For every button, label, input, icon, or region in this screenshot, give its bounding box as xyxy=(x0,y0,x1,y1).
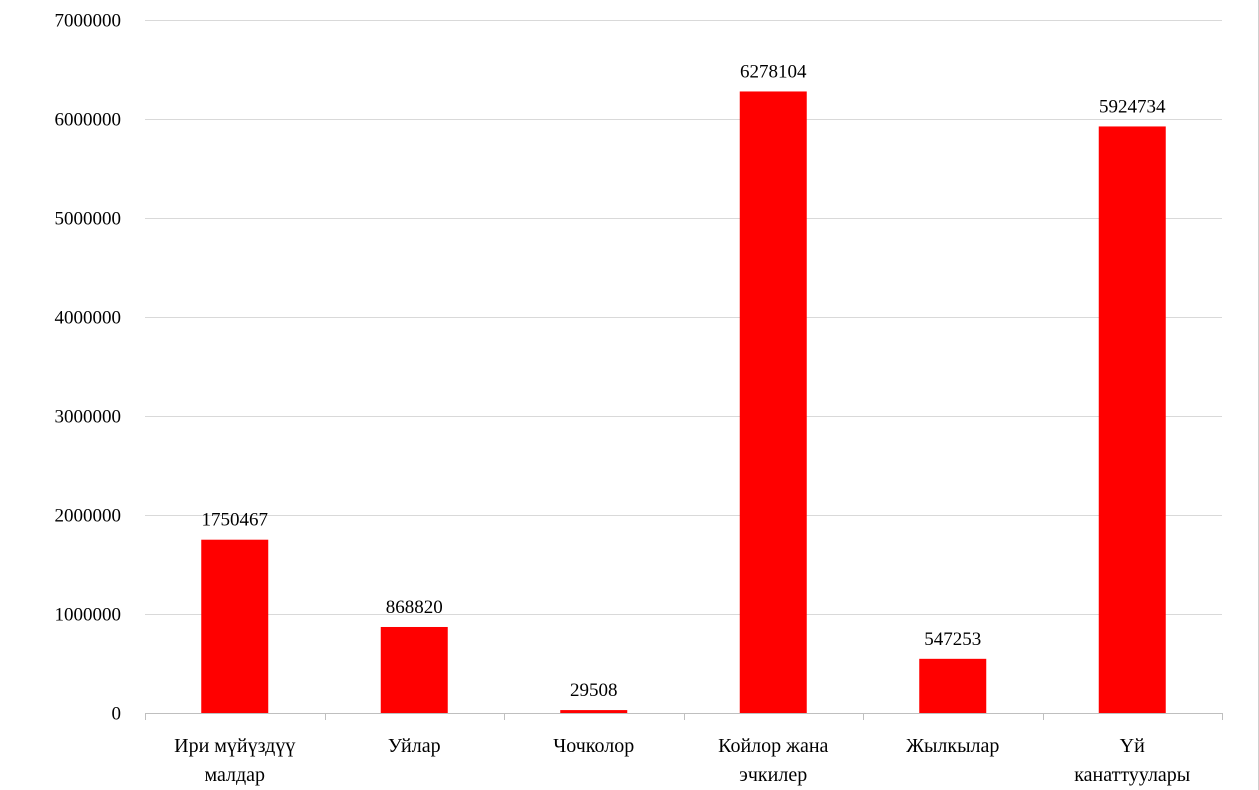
category-label: малдар xyxy=(204,764,265,786)
category-label: Койлор жана xyxy=(718,735,828,757)
category-label: Ири мүйүздүү xyxy=(174,735,295,757)
data-labels: 1750467 868820 29508 6278104 547253 5924734 xyxy=(202,61,1167,701)
y-tick-label: 6000000 xyxy=(55,110,122,131)
y-tick-label: 2000000 xyxy=(55,506,122,527)
data-label: 868820 xyxy=(386,597,443,618)
y-axis-tick-labels: 0 1000000 2000000 3000000 4000000 5000000 6000… xyxy=(55,11,122,725)
bar xyxy=(380,626,448,713)
y-tick-label: 7000000 xyxy=(55,11,122,32)
category-label: канаттуулары xyxy=(1074,764,1190,786)
bars xyxy=(201,91,1166,713)
category-label: Чочколор xyxy=(553,735,634,757)
bar xyxy=(560,710,628,713)
y-tick-label: 3000000 xyxy=(55,407,122,428)
category-labels: Ири мүйүздүү малдар Уйлар Чочколор Койлор жа… xyxy=(174,735,1190,786)
x-axis xyxy=(145,713,1223,720)
bar xyxy=(201,539,269,713)
data-label: 5924734 xyxy=(1099,96,1166,117)
y-tick-label: 5000000 xyxy=(55,209,122,230)
bar xyxy=(1098,126,1166,713)
y-tick-label: 0 xyxy=(112,704,122,725)
data-label: 29508 xyxy=(570,680,618,701)
bar xyxy=(919,658,987,713)
y-tick-label: 1000000 xyxy=(55,605,122,626)
category-label: эчкилер xyxy=(739,764,807,786)
data-label: 547253 xyxy=(924,629,981,650)
category-label: Жылкылар xyxy=(906,735,999,757)
category-label: Үй xyxy=(1120,735,1145,757)
bar xyxy=(739,91,807,713)
data-label: 6278104 xyxy=(740,61,807,82)
data-label: 1750467 xyxy=(202,510,269,531)
y-tick-label: 4000000 xyxy=(55,308,122,329)
gridlines xyxy=(145,20,1222,615)
category-label: Уйлар xyxy=(388,735,441,757)
